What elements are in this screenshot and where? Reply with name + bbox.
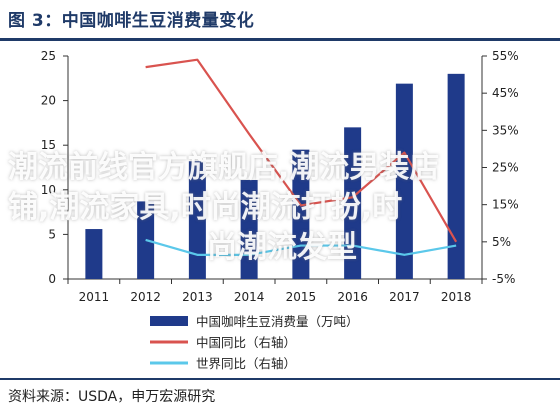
x-tick-label: 2012 [130, 290, 161, 304]
left-tick-label: 10 [41, 183, 56, 197]
source-rule [0, 378, 560, 380]
watermark-line-3: 尚潮流发型 [207, 230, 357, 265]
chart-legend: 中国咖啡生豆消费量（万吨） 中国同比（右轴） 世界同比（右轴） [150, 314, 359, 371]
x-tick-label: 2011 [79, 290, 110, 304]
left-tick-label: 5 [48, 227, 56, 241]
chart-title: 图 3：中国咖啡生豆消费量变化 [8, 11, 255, 31]
line-series [145, 58, 458, 256]
x-tick-label: 2018 [441, 290, 472, 304]
source-note: 资料来源：USDA，申万宏源研究 [8, 389, 216, 405]
watermark-text: 潮流前线官方旗舰店,潮流男装店 铺,潮流家具,时尚潮流打扮,时 尚潮流发型 [8, 148, 556, 268]
right-tick-label: 25% [492, 161, 519, 175]
title-rule [0, 38, 560, 41]
watermark-line-1: 潮流前线官方旗舰店,潮流男装店 [8, 150, 440, 185]
x-tick-label: 2017 [389, 290, 420, 304]
x-tick-label: 2015 [286, 290, 317, 304]
chart-axes: 0 5 10 15 20 25 -5% 5% 15% 25% 35% 45% 55% 2011 2012 20… [41, 49, 519, 304]
left-tick-label: 0 [48, 272, 56, 286]
x-tick-label: 2014 [234, 290, 265, 304]
bar-consumption [447, 73, 465, 279]
bar-consumption [395, 83, 413, 279]
legend-label-consumption: 中国咖啡生豆消费量（万吨） [196, 314, 359, 329]
left-tick-label: 25 [41, 49, 56, 63]
left-tick-label: 15 [41, 138, 56, 152]
bar-consumption [344, 127, 362, 279]
x-tick-label: 2016 [337, 290, 368, 304]
right-tick-label: 55% [492, 49, 519, 63]
right-tick-label: 45% [492, 86, 519, 100]
watermark-line-2: 铺,潮流家具,时尚潮流打扮,时 [8, 190, 403, 225]
x-tick-label: 2013 [182, 290, 213, 304]
bar-consumption [188, 161, 206, 279]
right-tick-label: 15% [492, 198, 519, 212]
line-china-yoy [145, 58, 458, 243]
bar-consumption [85, 229, 103, 279]
legend-label-world-yoy: 世界同比（右轴） [196, 356, 296, 371]
line-world-yoy [145, 238, 457, 256]
left-tick-label: 20 [41, 94, 56, 108]
legend-label-china-yoy: 中国同比（右轴） [196, 335, 296, 350]
chart-svg: 0 5 10 15 20 25 -5% 5% 15% 25% 35% 45% 55% 2011 2012 20… [41, 49, 519, 371]
right-tick-label: 5% [492, 235, 511, 249]
legend-swatch-consumption [150, 316, 188, 326]
right-tick-label: 35% [492, 123, 519, 137]
right-tick-label: -5% [492, 272, 515, 286]
